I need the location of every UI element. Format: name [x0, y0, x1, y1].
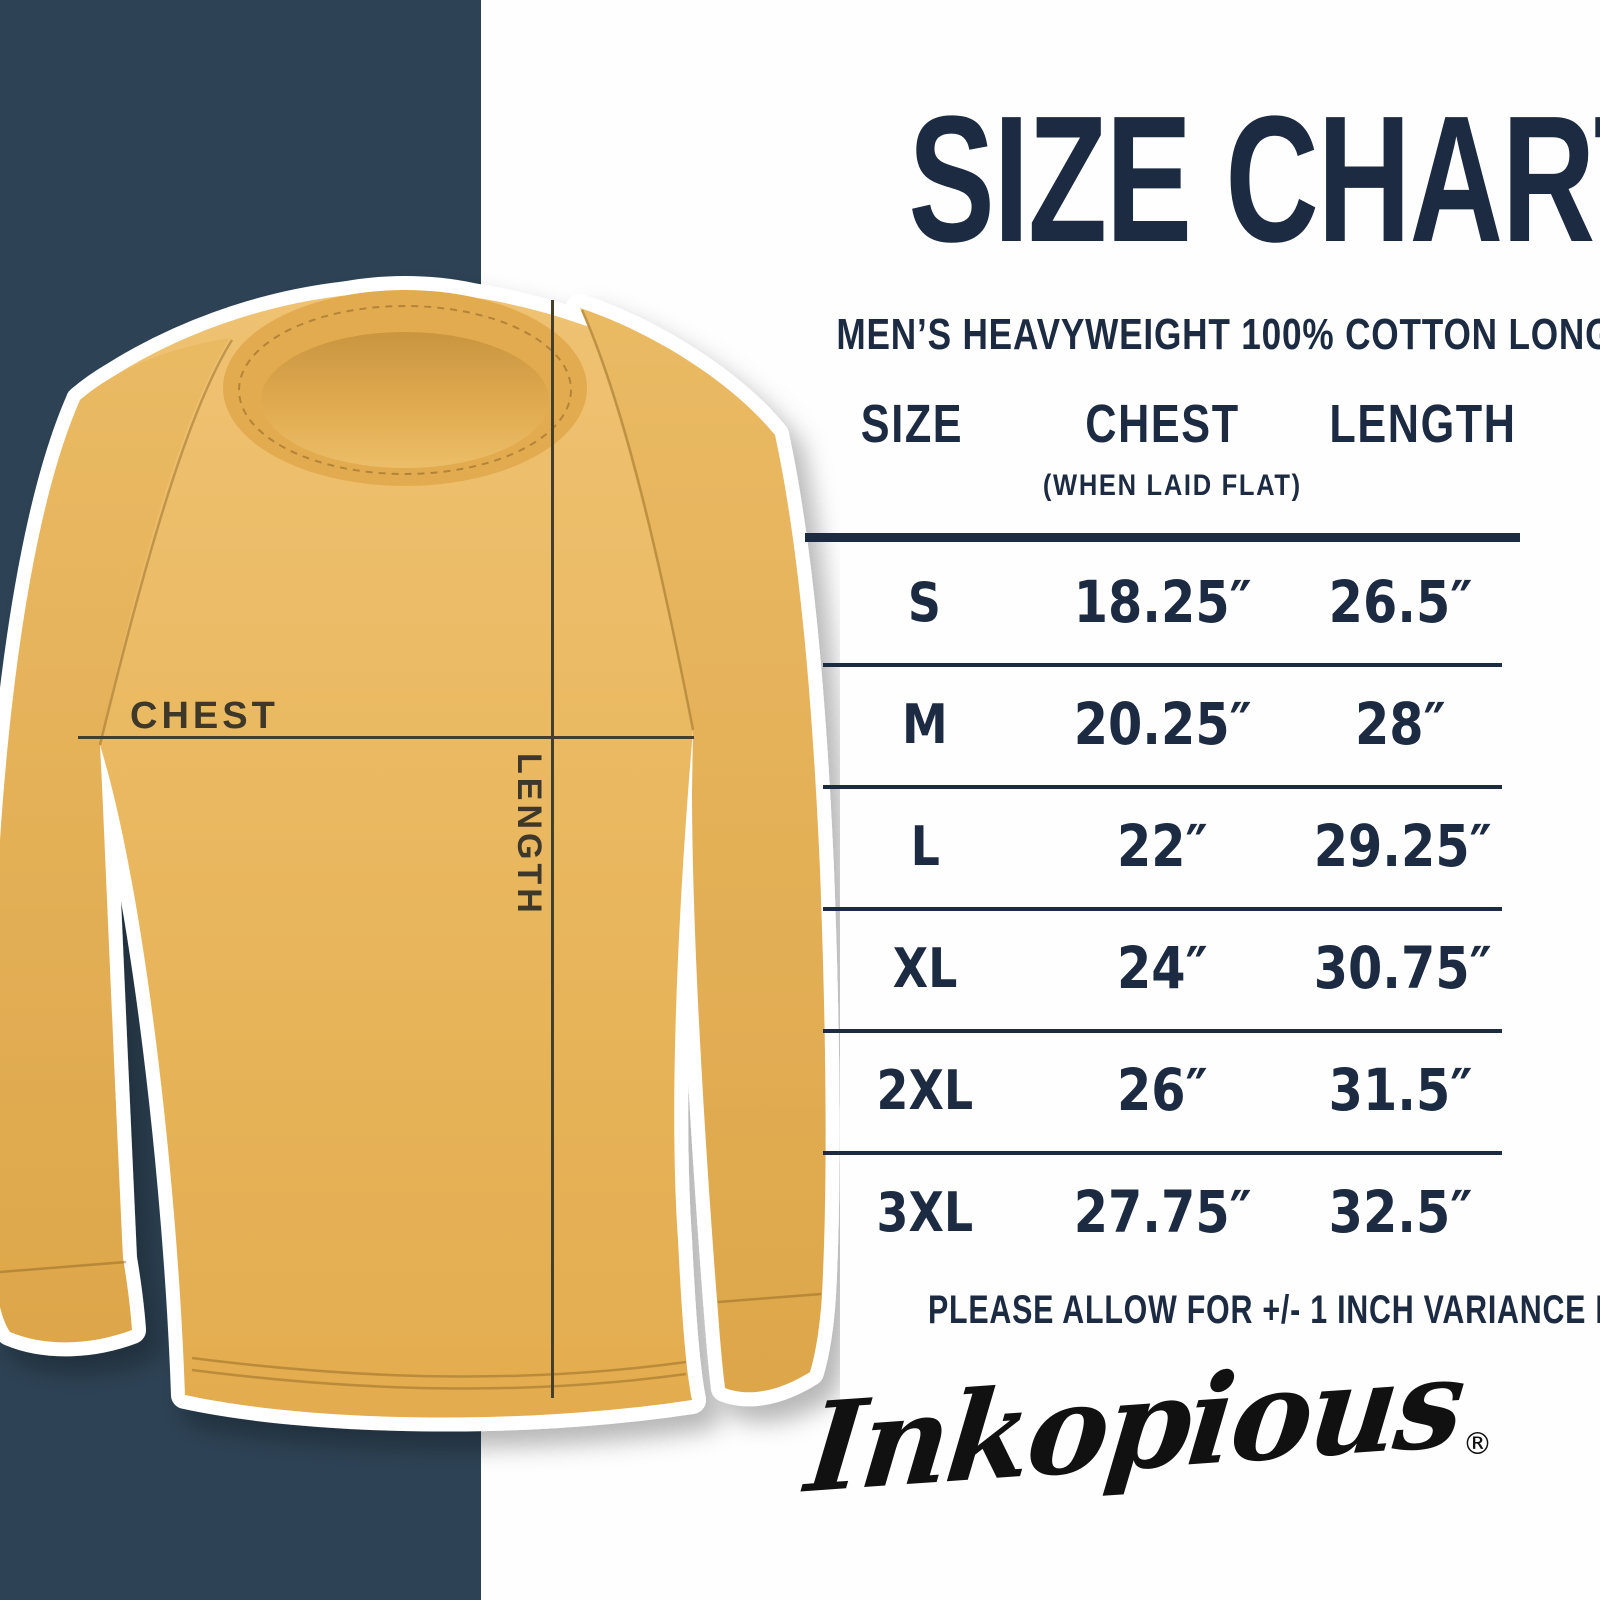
length-measure-line — [551, 300, 554, 1398]
column-header-size: SIZE — [861, 394, 964, 454]
brand-logo-text: Inkopious — [800, 1329, 1470, 1521]
shirt-collar-opening — [261, 332, 549, 468]
registered-trademark-icon: ® — [1462, 1427, 1493, 1462]
shirt-left-sleeve — [0, 338, 230, 1343]
table-row: S 18.25″ 26.5″ — [823, 541, 1502, 667]
variance-note: PLEASE ALLOW FOR +/- 1 INCH VARIANCE IN … — [928, 1288, 1600, 1332]
size-table-header: SIZE CHEST (WHEN LAID FLAT) LENGTH — [805, 395, 1520, 515]
page-title: SIZE CHART — [908, 79, 1600, 280]
chest-measure-line — [78, 736, 694, 739]
table-row: 2XL 26″ 31.5″ — [823, 1029, 1502, 1155]
page-subtitle: MEN’S HEAVYWEIGHT 100% COTTON LONG SLEEV… — [836, 310, 1600, 359]
table-row: 3XL 27.75″ 32.5″ — [876, 1178, 1472, 1246]
brand-logo: Inkopious® — [740, 1329, 1560, 1520]
column-header-chest: CHEST (WHEN LAID FLAT) — [1020, 395, 1306, 515]
shirt-right-sleeve — [580, 308, 826, 1393]
size-table: SIZE CHEST (WHEN LAID FLAT) LENGTH S 18.… — [805, 395, 1520, 1280]
table-row: M 20.25″ 28″ — [823, 663, 1502, 789]
table-header-rule — [805, 533, 1520, 542]
chest-measure-label: CHEST — [130, 695, 279, 737]
table-row: L 22″ 29.25″ — [823, 785, 1502, 911]
table-row: XL 24″ 30.75″ — [823, 907, 1502, 1033]
column-header-chest-subnote: (WHEN LAID FLAT) — [1042, 469, 1302, 502]
shirt-body — [80, 292, 775, 1418]
length-measure-label: LENGTH — [510, 753, 548, 917]
column-header-length: LENGTH — [1328, 394, 1517, 454]
shirt-photo — [0, 276, 840, 1432]
